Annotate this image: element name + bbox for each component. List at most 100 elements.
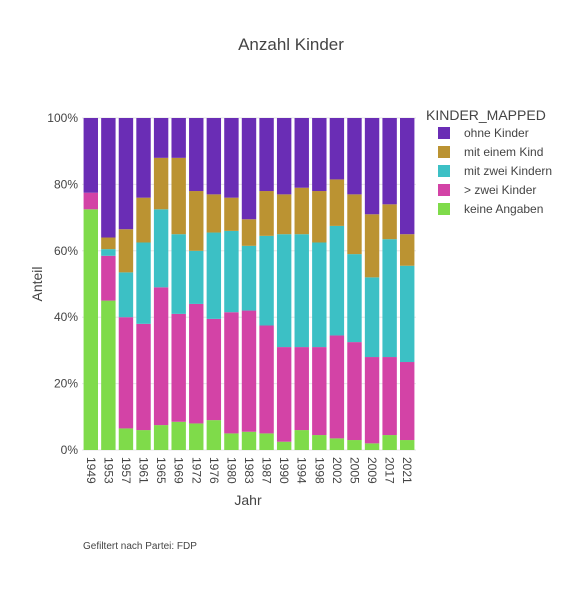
bar-segment	[400, 440, 415, 450]
bar-segment	[153, 209, 169, 288]
bar-segment	[364, 277, 380, 358]
bar-segment	[171, 421, 186, 450]
bar-segment	[329, 335, 345, 439]
bar-segment	[382, 204, 397, 240]
bar-segment	[189, 423, 204, 450]
y-tick-label: 20%	[54, 377, 78, 391]
bar-segment	[312, 191, 327, 243]
bar-segment	[329, 438, 345, 450]
bar-segment	[241, 219, 257, 246]
bar-segment	[153, 287, 169, 426]
bar-segment	[382, 435, 397, 450]
bar-segment	[101, 300, 116, 450]
bar-segment	[364, 214, 380, 278]
bar-segment	[329, 118, 345, 180]
bar-segment	[153, 118, 169, 158]
x-tick-label: 1994	[295, 457, 309, 484]
bar-segment	[101, 249, 116, 256]
bar-segment	[206, 318, 222, 421]
legend-label: > zwei Kinder	[464, 183, 536, 197]
bar-segment	[224, 197, 239, 231]
bar-segment	[400, 362, 415, 441]
bar-segment	[276, 194, 292, 235]
bar-segment	[136, 197, 151, 243]
filter-annotation: Gefiltert nach Partei: FDP	[83, 541, 197, 552]
x-tick-label: 1957	[119, 457, 133, 484]
y-axis-title: Anteil	[29, 266, 45, 301]
bar-segment	[276, 441, 292, 450]
bar-segment	[189, 303, 204, 424]
bar-segment	[294, 430, 309, 450]
bar-segment	[259, 118, 274, 192]
bar-segment	[400, 118, 415, 235]
y-tick-label: 0%	[61, 443, 79, 457]
bar-segment	[206, 420, 222, 450]
bar-segment	[259, 235, 274, 326]
x-tick-label: 1983	[242, 457, 256, 484]
bar-segment	[241, 118, 257, 220]
x-tick-label: 1965	[154, 457, 168, 484]
bar-segment	[382, 357, 397, 436]
x-tick-label: 1949	[84, 457, 98, 484]
bar-segment	[259, 433, 274, 450]
bar-segment	[224, 230, 239, 313]
x-tick-labels: 1949 1953 1957 1961 1965 1969 1972 1976 1980 1983…	[84, 457, 414, 484]
bar-segment	[101, 118, 116, 238]
bar-segment	[189, 191, 204, 251]
legend-swatch	[438, 127, 450, 139]
bar-segment	[118, 428, 134, 450]
bar-segment	[224, 118, 239, 198]
bar-segment	[206, 194, 222, 233]
y-tick-label: 80%	[54, 177, 78, 191]
bar-segment	[136, 242, 151, 324]
x-tick-label: 1972	[189, 457, 203, 484]
chart-title: Anzahl Kinder	[238, 35, 344, 54]
bar-segment	[364, 118, 380, 215]
bar-segment	[171, 234, 186, 314]
bar-segment	[382, 118, 397, 205]
bar-segment	[259, 325, 274, 434]
bar-segment	[118, 317, 134, 429]
bar-segment	[276, 347, 292, 442]
x-tick-label: 1969	[172, 457, 186, 484]
bar-segment	[206, 232, 222, 319]
x-tick-label: 2009	[365, 457, 379, 484]
bar-segment	[276, 118, 292, 195]
bars	[83, 118, 415, 450]
x-tick-label: 1998	[312, 457, 326, 484]
bar-segment	[136, 430, 151, 450]
bar-segment	[312, 435, 327, 450]
legend-label: keine Angaben	[464, 202, 543, 216]
legend: KINDER_MAPPED ohne Kinder mit einem Kind m…	[426, 107, 552, 216]
bar-segment	[171, 118, 186, 158]
bar-segment	[206, 118, 222, 195]
bar-segment	[347, 254, 362, 343]
bar-segment	[241, 310, 257, 432]
bar-segment	[136, 118, 151, 198]
x-tick-label: 1976	[207, 457, 221, 484]
bar-segment	[382, 239, 397, 358]
bar-segment	[294, 347, 309, 431]
x-tick-label: 2002	[330, 457, 344, 484]
legend-swatch	[438, 203, 450, 215]
bar-segment	[241, 245, 257, 311]
x-tick-label: 2017	[383, 457, 397, 484]
bar-segment	[118, 272, 134, 318]
bar-segment	[329, 225, 345, 336]
bar-segment	[329, 179, 345, 226]
legend-label: mit einem Kind	[464, 145, 543, 159]
bar-segment	[136, 323, 151, 431]
x-axis-title: Jahr	[234, 492, 262, 508]
y-tick-label: 40%	[54, 310, 78, 324]
legend-label: ohne Kinder	[464, 126, 529, 140]
x-tick-label: 1987	[260, 457, 274, 484]
bar-segment	[312, 347, 327, 436]
bar-segment	[400, 234, 415, 266]
bar-segment	[101, 237, 116, 250]
bar-segment	[101, 255, 116, 301]
bar-segment	[259, 191, 274, 236]
bar-segment	[347, 118, 362, 195]
legend-label: mit zwei Kindern	[464, 164, 552, 178]
bar-segment	[171, 313, 186, 422]
